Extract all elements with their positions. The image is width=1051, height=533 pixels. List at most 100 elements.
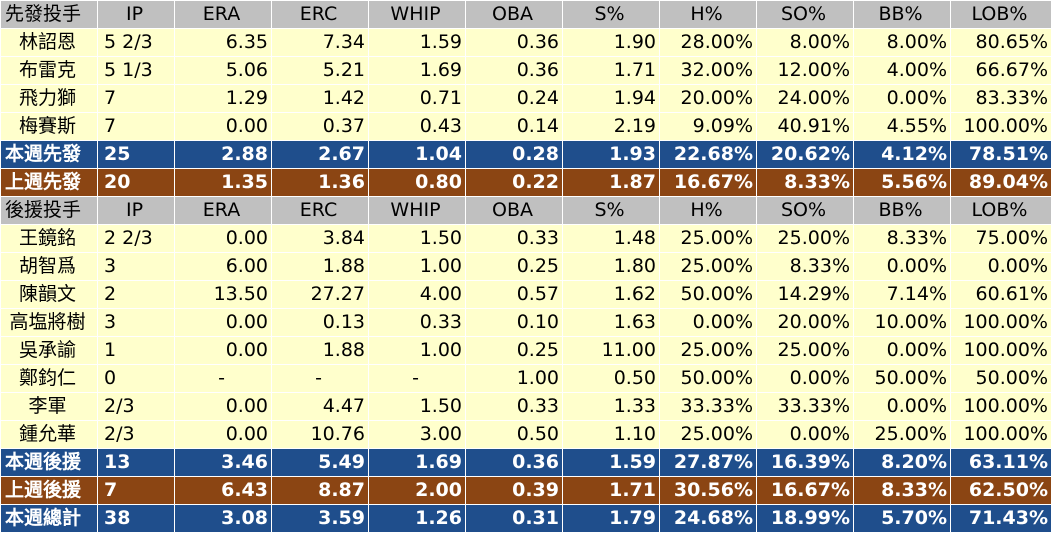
stat-cell: 0.50 (563, 365, 660, 393)
stat-cell: 9.09% (660, 113, 757, 141)
stat-cell: 50.00% (660, 281, 757, 309)
stat-cell: 1.50 (369, 225, 466, 253)
pitcher-name: 李軍 (1, 393, 98, 421)
section-header-label: 後援投手 (1, 197, 98, 225)
total-stat-cell: 1.35 (175, 169, 272, 197)
total-label: 上週先發 (1, 169, 98, 197)
stat-cell: 0.00 (175, 393, 272, 421)
total-stat-cell: 1.59 (563, 449, 660, 477)
stat-cell: 2.19 (563, 113, 660, 141)
stat-cell: 1.71 (563, 57, 660, 85)
column-header: WHIP (369, 197, 466, 225)
stat-cell: 0.00 (175, 113, 272, 141)
total-stat-cell: 18.99% (757, 505, 854, 533)
stat-cell: 8.00% (854, 29, 951, 57)
stat-cell: 1 (98, 337, 175, 365)
stat-cell: 0.00% (854, 253, 951, 281)
stat-cell: 28.00% (660, 29, 757, 57)
stat-cell: 3 (98, 309, 175, 337)
stat-cell: 80.65% (951, 29, 1051, 57)
stat-cell: 12.00% (757, 57, 854, 85)
stat-cell: 0.37 (272, 113, 369, 141)
total-stat-cell: 22.68% (660, 141, 757, 169)
stat-cell: 0.00% (854, 337, 951, 365)
stat-cell: 0.00% (951, 253, 1051, 281)
column-header: BB% (854, 1, 951, 29)
stat-cell: 1.00 (369, 337, 466, 365)
stat-cell: 0.33 (466, 225, 563, 253)
pitcher-name: 王鏡銘 (1, 225, 98, 253)
stat-cell: 0.43 (369, 113, 466, 141)
stat-cell: 100.00% (951, 421, 1051, 449)
total-stat-cell: 1.71 (563, 477, 660, 505)
total-stat-cell: 8.33% (757, 169, 854, 197)
total-stat-cell: 78.51% (951, 141, 1051, 169)
column-header: H% (660, 1, 757, 29)
stat-cell: 0.50 (466, 421, 563, 449)
stat-cell: 0.25 (466, 253, 563, 281)
stat-cell: 1.90 (563, 29, 660, 57)
stat-cell: 1.94 (563, 85, 660, 113)
total-stat-cell: 0.22 (466, 169, 563, 197)
stat-cell: 0 (98, 365, 175, 393)
stat-cell: 100.00% (951, 113, 1051, 141)
stat-cell: 100.00% (951, 309, 1051, 337)
pitcher-name: 高塩將樹 (1, 309, 98, 337)
total-label: 本週後援 (1, 449, 98, 477)
total-stat-cell: 27.87% (660, 449, 757, 477)
stat-cell: 1.00 (369, 253, 466, 281)
total-stat-cell: 20.62% (757, 141, 854, 169)
total-stat-cell: 13 (98, 449, 175, 477)
section-header-label: 先發投手 (1, 1, 98, 29)
total-stat-cell: 1.79 (563, 505, 660, 533)
stat-cell: 8.33% (854, 225, 951, 253)
stat-cell: 5 2/3 (98, 29, 175, 57)
stat-cell: 4.47 (272, 393, 369, 421)
stat-cell: 0.14 (466, 113, 563, 141)
stat-cell: 0.00 (175, 421, 272, 449)
stat-cell: 0.00 (175, 309, 272, 337)
total-label: 本週先發 (1, 141, 98, 169)
total-label: 上週後援 (1, 477, 98, 505)
column-header: ERA (175, 197, 272, 225)
total-stat-cell: 20 (98, 169, 175, 197)
stat-cell: - (175, 365, 272, 393)
stat-cell: 7.14% (854, 281, 951, 309)
stat-cell: 83.33% (951, 85, 1051, 113)
stat-cell: 75.00% (951, 225, 1051, 253)
stat-cell: 25.00% (854, 421, 951, 449)
column-header: ERC (272, 197, 369, 225)
stat-cell: 1.69 (369, 57, 466, 85)
pitcher-name: 梅賽斯 (1, 113, 98, 141)
stat-cell: 0.00 (175, 337, 272, 365)
stat-cell: 1.62 (563, 281, 660, 309)
stat-cell: 20.00% (660, 85, 757, 113)
stat-cell: 50.00% (951, 365, 1051, 393)
stat-cell: 100.00% (951, 337, 1051, 365)
stat-cell: 0.00% (854, 85, 951, 113)
column-header: BB% (854, 197, 951, 225)
total-stat-cell: 5.70% (854, 505, 951, 533)
total-stat-cell: 0.31 (466, 505, 563, 533)
total-stat-cell: 8.87 (272, 477, 369, 505)
stat-cell: 3.84 (272, 225, 369, 253)
stat-cell: 60.61% (951, 281, 1051, 309)
column-header: SO% (757, 197, 854, 225)
stat-cell: 4.00 (369, 281, 466, 309)
total-stat-cell: 7 (98, 477, 175, 505)
stat-cell: 25.00% (660, 225, 757, 253)
total-stat-cell: 5.56% (854, 169, 951, 197)
total-stat-cell: 0.28 (466, 141, 563, 169)
stat-cell: 25.00% (757, 337, 854, 365)
column-header: OBA (466, 197, 563, 225)
stat-cell: 0.71 (369, 85, 466, 113)
